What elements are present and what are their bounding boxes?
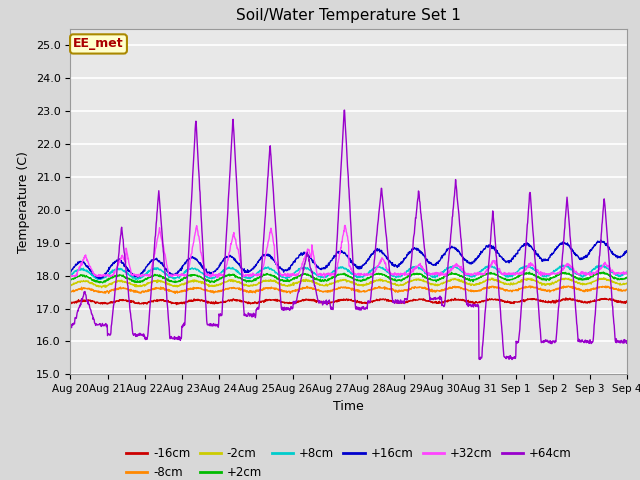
Legend: -16cm, -8cm, -2cm, +2cm, +8cm, +16cm, +32cm, +64cm: -16cm, -8cm, -2cm, +2cm, +8cm, +16cm, +3… bbox=[121, 443, 577, 480]
Text: EE_met: EE_met bbox=[73, 37, 124, 50]
Title: Soil/Water Temperature Set 1: Soil/Water Temperature Set 1 bbox=[236, 9, 461, 24]
X-axis label: Time: Time bbox=[333, 400, 364, 413]
Y-axis label: Temperature (C): Temperature (C) bbox=[17, 151, 30, 252]
